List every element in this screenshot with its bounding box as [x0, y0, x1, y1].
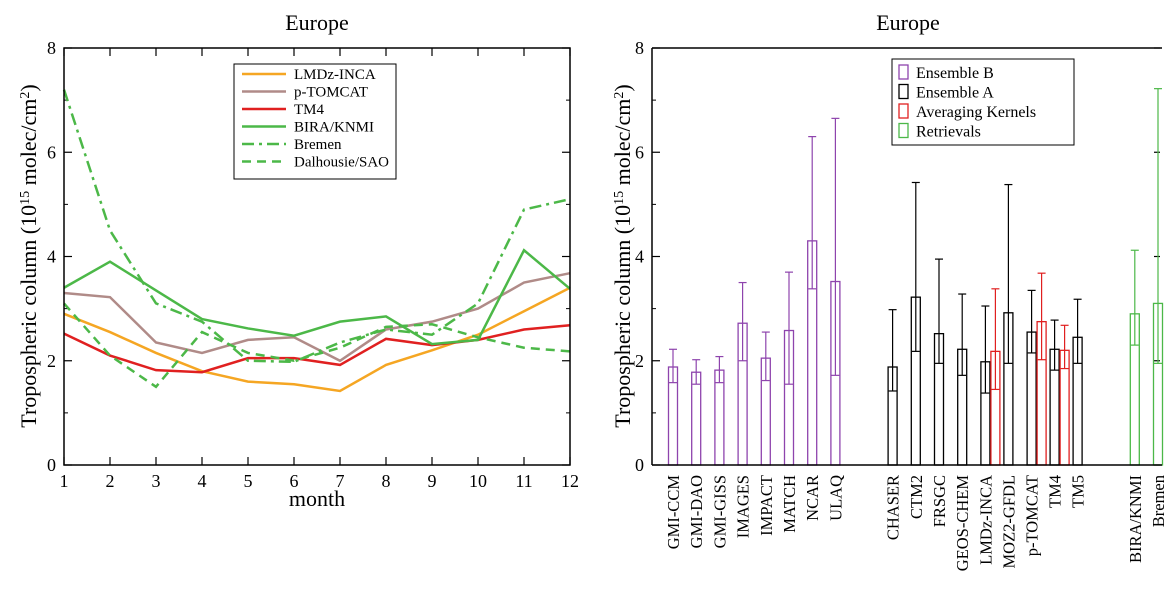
legend: Ensemble B Ensemble A Averaging Kernels Ret… [891, 58, 1075, 146]
legend-label: Averaging Kernels [916, 104, 1036, 121]
x-tick-label: ULAQ [826, 475, 845, 521]
x-tick-label: GMI-CCM [664, 475, 683, 550]
x-tick-label: GMI-GISS [710, 475, 729, 548]
x-tick-label: 2 [106, 471, 115, 491]
x-tick-label: LMDz-INCA [976, 475, 995, 565]
y-label-mid: molec/cm [610, 99, 635, 191]
x-tick-label: GMI-DAO [687, 475, 706, 548]
series-line [63, 286, 571, 393]
legend-box [891, 58, 1075, 146]
legend-box [233, 63, 397, 180]
x-tick-label: IMPACT [757, 475, 776, 536]
y-label-pre: Tropospheric column (10 [610, 205, 635, 428]
x-tick-label: 6 [290, 471, 299, 491]
x-tick-label: 4 [198, 471, 207, 491]
x-tick-label: CHASER [884, 475, 903, 540]
svg-text:Tropospheric column (1015 mole: Tropospheric column (1015 molec/cm2) [610, 84, 635, 427]
legend-label: TM4 [294, 102, 325, 118]
x-tick-label: IMAGES [734, 475, 753, 538]
y-label-mid: molec/cm [16, 99, 41, 191]
chart-title: Europe [876, 10, 940, 35]
x-tick-label: CTM2 [907, 475, 926, 519]
y-axis-label: Tropospheric column (1015 molec/cm2) [610, 84, 635, 427]
x-tick-label: 10 [469, 471, 487, 491]
y-tick-label: 6 [47, 142, 56, 162]
series-lines [62, 89, 571, 393]
series-line [63, 248, 571, 346]
x-tick-label: 9 [428, 471, 437, 491]
bar [714, 369, 725, 466]
legend-label: LMDz-INCA [294, 67, 376, 83]
x-tick-label: MOZ2-GFDL [999, 475, 1018, 569]
plot-frame [63, 47, 571, 466]
y-label-post: ) [16, 84, 41, 91]
y-label-sup2: 2 [18, 92, 33, 99]
y-tick-label: 4 [47, 247, 56, 267]
series-line [62, 89, 571, 364]
y-tick-label: 8 [635, 38, 644, 58]
legend-swatch [898, 64, 909, 80]
legend-label: Dalhousie/SAO [294, 155, 389, 171]
x-tick-label: 12 [561, 471, 579, 491]
x-tick-label: TM5 [1069, 475, 1088, 508]
bar [691, 371, 702, 466]
y-label-pre: Tropospheric column (10 [16, 205, 41, 428]
x-tick-label: Bremen [1149, 475, 1166, 527]
legend-label: Ensemble B [916, 65, 994, 82]
y-tick-label: 4 [635, 247, 644, 267]
y-tick-label: 2 [635, 351, 644, 371]
x-tick-label: TM4 [1046, 475, 1065, 508]
y-label-post: ) [610, 84, 635, 91]
x-tick-label: 5 [244, 471, 253, 491]
x-axis-label: month [289, 486, 345, 511]
legend-label: BIRA/KNMI [294, 120, 374, 136]
y-label-sup1: 15 [18, 191, 33, 205]
x-tick-label: 7 [336, 471, 345, 491]
plot-frame [651, 47, 1162, 466]
series-line [63, 324, 571, 374]
x-tick-label: FRSGC [930, 475, 949, 527]
x-tick-label: BIRA/KNMI [1126, 475, 1145, 563]
series-line [63, 271, 571, 363]
y-tick-label: 0 [47, 455, 56, 475]
y-tick-label: 0 [635, 455, 644, 475]
x-tick-label: 8 [382, 471, 391, 491]
axis-ticks: 0 2 4 6 8 [635, 38, 1160, 475]
y-tick-label: 8 [47, 38, 56, 58]
legend-label: Retrievals [916, 124, 981, 141]
series-line [63, 302, 571, 389]
x-tick-label: 11 [515, 471, 532, 491]
legend-label: Bremen [294, 137, 342, 153]
x-tick-label: 3 [152, 471, 161, 491]
legend-swatch [898, 122, 909, 139]
legend-label: Ensemble A [916, 85, 994, 102]
legend-label: p-TOMCAT [294, 85, 368, 101]
bars: GMI-CCM GMI-DAO GMI-GISS IMAGES IMPACT MATCH N… [664, 88, 1166, 572]
y-axis-label: Tropospheric column (1015 molec/cm2) [16, 84, 41, 427]
bar-chart: Europe Tropospheric column (1015 molec/c… [610, 10, 1166, 571]
y-label-sup1: 15 [612, 191, 627, 205]
chart-title: Europe [285, 10, 349, 35]
x-tick-label: NCAR [803, 475, 822, 521]
y-tick-label: 2 [47, 351, 56, 371]
legend-swatch [898, 103, 909, 119]
legend-swatch [898, 83, 909, 100]
x-tick-label: GEOS-CHEM [953, 475, 972, 572]
x-tick-label: MATCH [780, 475, 799, 533]
y-tick-label: 6 [635, 142, 644, 162]
x-tick-label: p-TOMCAT [1023, 475, 1042, 556]
x-tick-label: 1 [60, 471, 69, 491]
svg-text:Tropospheric column (1015 mole: Tropospheric column (1015 molec/cm2) [16, 84, 41, 427]
line-chart: Europe Tropospheric column (1015 molec/c… [16, 10, 579, 511]
y-label-sup2: 2 [612, 92, 627, 99]
